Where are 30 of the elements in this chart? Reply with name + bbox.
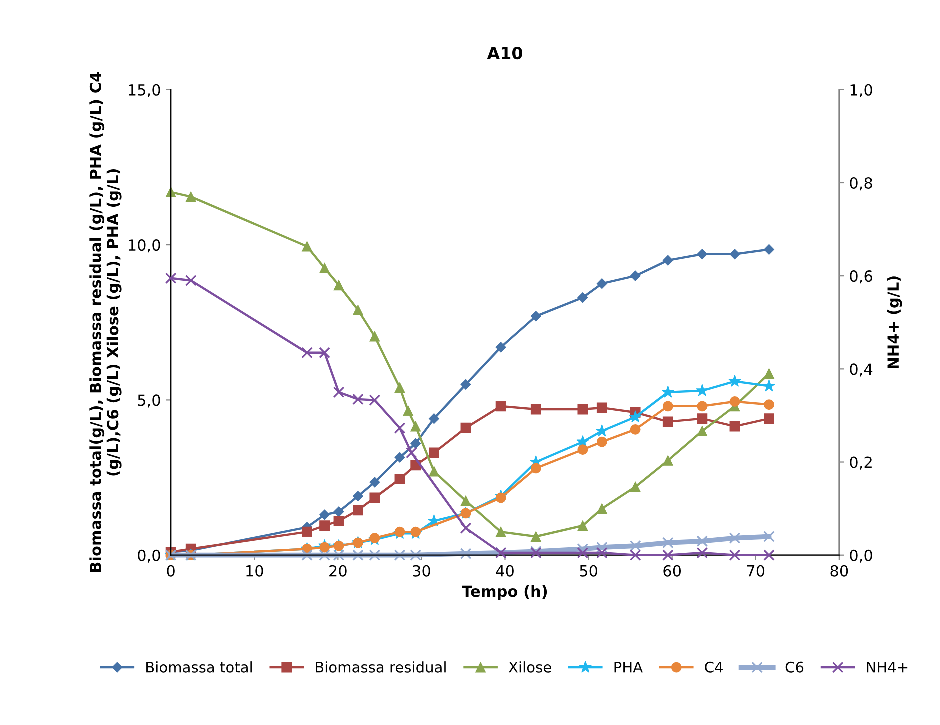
legend-label: Xilose	[508, 662, 552, 673]
x-tick-label: 0	[167, 565, 175, 577]
x-tick-label: 30	[413, 565, 430, 577]
x-tick-label: 50	[580, 565, 598, 577]
y-tick-label: 10,0	[129, 240, 160, 253]
x-tick-label: 80	[830, 565, 848, 577]
x-tick-label: 70	[747, 565, 765, 577]
legend-label: Biomassa residual	[316, 662, 446, 673]
y-tick-label: 15,0	[129, 84, 160, 98]
legend-label: C4	[705, 662, 723, 673]
x-tick-label: 60	[664, 565, 682, 577]
chart-title: A10	[487, 46, 522, 60]
x-tick-label: 40	[496, 565, 514, 577]
y2-tick-label: 0,4	[850, 364, 873, 377]
y-tick-label: 0,0	[138, 550, 160, 563]
y2-tick-label: 0,2	[850, 456, 872, 470]
y-tick-label: 5,0	[138, 394, 160, 408]
y2-tick-label: 1,0	[850, 84, 872, 98]
y2-tick-label: 0,8	[850, 177, 872, 191]
legend-label: NH4+	[867, 662, 908, 673]
y2-tick-label: 0,0	[850, 550, 872, 563]
y2-axis-title: NH4+ (g/L)	[887, 276, 902, 368]
y2-tick-label: 0,6	[850, 270, 872, 284]
x-tick-label: 10	[246, 565, 264, 577]
legend-label: Biomassa total	[146, 662, 252, 673]
legend-label: C6	[786, 662, 804, 673]
y-axis-title: Biomassa total(g/L), Biomassa residual (g/L), PHA (g/L) C4 (g/L),C6 (g/L) Xilose (g/L), PHA (g/L)	[90, 72, 122, 572]
legend-label: PHA	[614, 662, 643, 673]
x-tick-label: 20	[330, 565, 347, 577]
x-axis-title: Tempo (h)	[462, 585, 548, 600]
